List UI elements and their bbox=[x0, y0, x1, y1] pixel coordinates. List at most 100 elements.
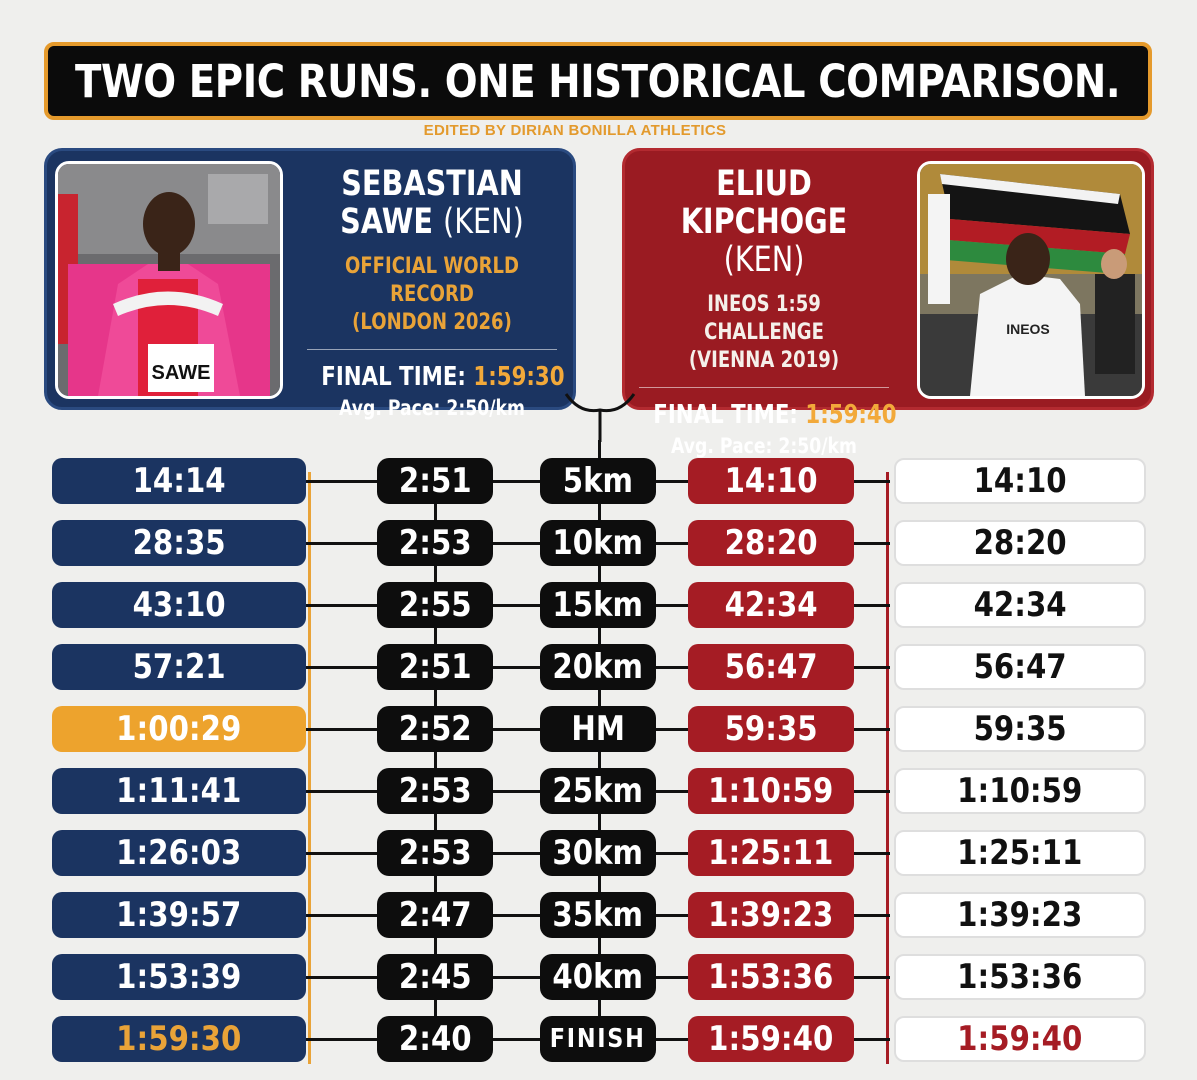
kipchoge-split-secondary: 1:25:11 bbox=[894, 830, 1146, 876]
pace-split-text: 2:52 bbox=[398, 709, 472, 749]
pace-split: 2:52 bbox=[377, 706, 493, 752]
kipchoge-split-secondary: 1:59:40 bbox=[894, 1016, 1146, 1062]
kipchoge-split-secondary-text: 28:20 bbox=[973, 523, 1067, 563]
sawe-split: 1:59:30 bbox=[52, 1016, 306, 1062]
kipchoge-split: 14:10 bbox=[688, 458, 854, 504]
sawe-split-text: 1:11:41 bbox=[116, 771, 242, 811]
kipchoge-divider bbox=[639, 387, 889, 388]
distance-label-text: 40km bbox=[552, 957, 644, 997]
kipchoge-split-text: 1:25:11 bbox=[708, 833, 834, 873]
sawe-divider bbox=[307, 349, 557, 350]
distance-label-text: 15km bbox=[552, 585, 644, 625]
kipchoge-split-secondary: 1:53:36 bbox=[894, 954, 1146, 1000]
kipchoge-split: 42:34 bbox=[688, 582, 854, 628]
kipchoge-split: 59:35 bbox=[688, 706, 854, 752]
sawe-split: 1:39:57 bbox=[52, 892, 306, 938]
pace-split: 2:53 bbox=[377, 830, 493, 876]
sawe-split-text: 14:14 bbox=[132, 461, 226, 501]
distance-label-text: 35km bbox=[552, 895, 644, 935]
page-title: TWO EPIC RUNS. ONE HISTORICAL COMPARISON… bbox=[75, 54, 1121, 108]
kipchoge-split-secondary-text: 1:25:11 bbox=[957, 833, 1083, 873]
sawe-split-text: 1:53:39 bbox=[116, 957, 242, 997]
kipchoge-split-secondary: 42:34 bbox=[894, 582, 1146, 628]
kipchoge-split-text: 28:20 bbox=[724, 523, 818, 563]
distance-label-text: 20km bbox=[552, 647, 644, 687]
kipchoge-event-line1: INEOS 1:59 CHALLENGE bbox=[704, 292, 824, 345]
pace-split-text: 2:45 bbox=[398, 957, 472, 997]
sawe-split-text: 1:26:03 bbox=[116, 833, 242, 873]
kipchoge-final-value: 1:59:40 bbox=[805, 400, 897, 430]
sawe-split-text: 1:59:30 bbox=[116, 1019, 242, 1059]
kipchoge-split-secondary-text: 56:47 bbox=[973, 647, 1067, 687]
kipchoge-split-secondary-text: 42:34 bbox=[973, 585, 1067, 625]
kipchoge-split: 1:39:23 bbox=[688, 892, 854, 938]
kipchoge-split: 1:53:36 bbox=[688, 954, 854, 1000]
pace-trunk bbox=[434, 458, 437, 1058]
kipchoge-split-secondary: 14:10 bbox=[894, 458, 1146, 504]
sawe-bib-text: SAWE bbox=[152, 362, 211, 384]
pace-split: 2:40 bbox=[377, 1016, 493, 1062]
kipchoge-split: 56:47 bbox=[688, 644, 854, 690]
kipchoge-split-text: 56:47 bbox=[724, 647, 818, 687]
kipchoge-split-secondary: 1:39:23 bbox=[894, 892, 1146, 938]
sawe-split: 14:14 bbox=[52, 458, 306, 504]
kipchoge-split-secondary-text: 14:10 bbox=[973, 461, 1067, 501]
sawe-event: OFFICIAL WORLD RECORD (LONDON 2026) bbox=[321, 253, 542, 337]
kipchoge-name: ELIUD KIPCHOGE (KEN) bbox=[653, 165, 874, 279]
sawe-final-label: FINAL TIME: bbox=[321, 362, 466, 392]
sawe-split: 1:00:29 bbox=[52, 706, 306, 752]
kipchoge-avg-pace: Avg. Pace: 2:50/km bbox=[671, 434, 857, 458]
kipchoge-split: 1:10:59 bbox=[688, 768, 854, 814]
distance-label: 5km bbox=[540, 458, 656, 504]
sawe-split: 1:11:41 bbox=[52, 768, 306, 814]
sawe-name: SEBASTIAN SAWE (KEN) bbox=[321, 165, 542, 241]
kipchoge-split-secondary: 28:20 bbox=[894, 520, 1146, 566]
kipchoge-card: ELIUD KIPCHOGE (KEN) INEOS 1:59 CHALLENG… bbox=[622, 148, 1154, 458]
center-trunk bbox=[598, 458, 601, 1058]
distance-label: 30km bbox=[540, 830, 656, 876]
sawe-split: 1:26:03 bbox=[52, 830, 306, 876]
distance-label: FINISH bbox=[540, 1016, 656, 1062]
kipchoge-split-text: 14:10 bbox=[724, 461, 818, 501]
sawe-final-time: FINAL TIME: 1:59:30 bbox=[321, 362, 564, 392]
kipchoge-split-secondary-text: 1:10:59 bbox=[957, 771, 1083, 811]
sawe-split-text: 28:35 bbox=[132, 523, 226, 563]
kipchoge-split-secondary-text: 1:59:40 bbox=[957, 1019, 1083, 1059]
pace-split: 2:53 bbox=[377, 768, 493, 814]
kipchoge-first-name: ELIUD bbox=[716, 164, 812, 204]
title-banner: TWO EPIC RUNS. ONE HISTORICAL COMPARISON… bbox=[44, 42, 1152, 120]
kipchoge-split-text: 59:35 bbox=[724, 709, 818, 749]
pace-split-text: 2:47 bbox=[398, 895, 472, 935]
credit-text: EDITED BY DIRIAN BONILLA ATHLETICS bbox=[423, 122, 727, 139]
sawe-split-text: 1:39:57 bbox=[116, 895, 242, 935]
kipchoge-split-secondary-text: 59:35 bbox=[973, 709, 1067, 749]
sawe-last-name: SAWE bbox=[340, 202, 434, 242]
pace-split-text: 2:51 bbox=[398, 647, 472, 687]
kipchoge-nationality: (KEN) bbox=[723, 240, 805, 280]
sawe-split: 1:53:39 bbox=[52, 954, 306, 1000]
sawe-split-text: 57:21 bbox=[132, 647, 226, 687]
pace-split-text: 2:51 bbox=[398, 461, 472, 501]
kipchoge-split-text: 42:34 bbox=[724, 585, 818, 625]
sawe-split: 43:10 bbox=[52, 582, 306, 628]
sawe-final-value: 1:59:30 bbox=[473, 362, 565, 392]
kipchoge-last-name: KIPCHOGE bbox=[680, 202, 848, 242]
pace-split-text: 2:53 bbox=[398, 833, 472, 873]
distance-label: 40km bbox=[540, 954, 656, 1000]
sawe-avg-pace: Avg. Pace: 2:50/km bbox=[339, 396, 525, 420]
sawe-split: 28:35 bbox=[52, 520, 306, 566]
distance-label-text: FINISH bbox=[550, 1024, 646, 1054]
distance-label: 20km bbox=[540, 644, 656, 690]
sawe-split-text: 43:10 bbox=[132, 585, 226, 625]
kipchoge-info: ELIUD KIPCHOGE (KEN) INEOS 1:59 CHALLENG… bbox=[629, 165, 899, 458]
cards-connector bbox=[564, 393, 636, 442]
kipchoge-split: 28:20 bbox=[688, 520, 854, 566]
sawe-trunk bbox=[308, 472, 311, 1064]
sawe-split: 57:21 bbox=[52, 644, 306, 690]
distance-label-text: 10km bbox=[552, 523, 644, 563]
pace-split: 2:53 bbox=[377, 520, 493, 566]
pace-split-text: 2:55 bbox=[398, 585, 472, 625]
kipchoge-split: 1:59:40 bbox=[688, 1016, 854, 1062]
sawe-card: SAWE SEBASTIAN SAWE (KEN) OFFICIAL WORLD… bbox=[44, 148, 576, 420]
kipchoge-trunk bbox=[886, 472, 889, 1064]
